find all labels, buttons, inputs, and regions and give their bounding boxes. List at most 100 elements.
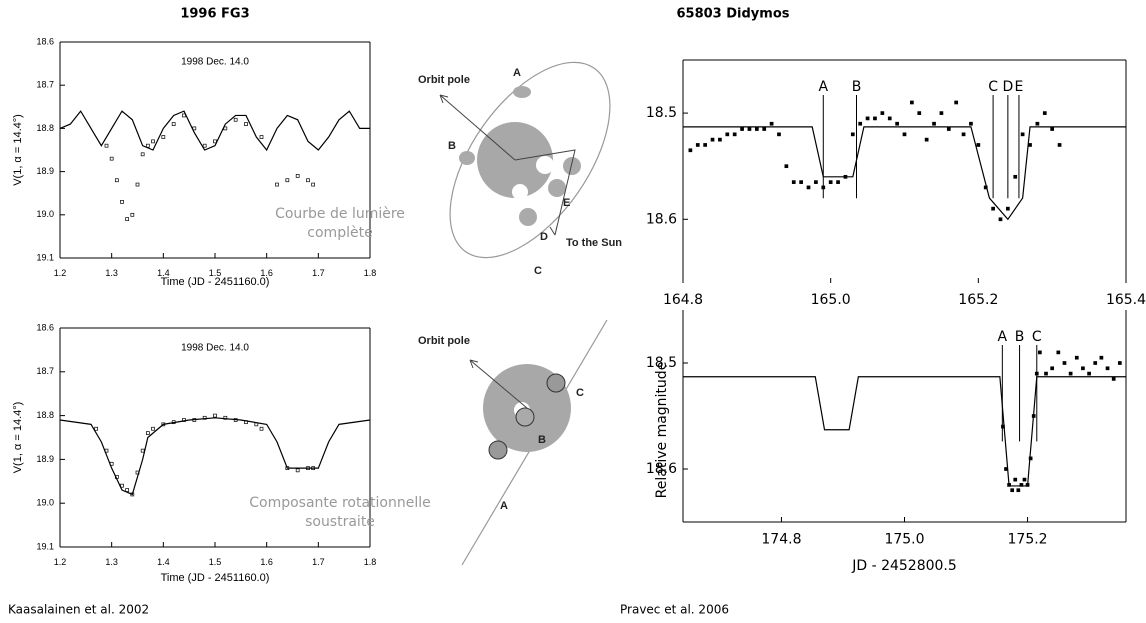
- data-point: [946, 127, 951, 131]
- crater: [512, 184, 528, 200]
- x-tick-label: 1.8: [364, 557, 377, 567]
- y-tick-label: 18.5: [646, 355, 677, 371]
- data-point: [311, 466, 316, 471]
- y-tick-label: 18.8: [36, 410, 54, 420]
- data-point: [1087, 371, 1091, 376]
- x-tick-label: 1.2: [54, 268, 67, 278]
- data-point: [213, 139, 217, 144]
- data-point: [244, 420, 248, 425]
- data-point: [939, 111, 944, 115]
- marker-label: A: [818, 79, 828, 95]
- data-point: [961, 132, 966, 137]
- data-point: [1056, 350, 1061, 355]
- diagram-label: B: [448, 140, 456, 152]
- diagram-label: Orbit pole: [418, 74, 470, 86]
- x-tick-label: 164.8: [663, 292, 703, 308]
- x-tick-label: 175.0: [884, 532, 924, 548]
- data-point: [1093, 361, 1098, 365]
- data-point: [1111, 377, 1116, 381]
- y-tick-label: 18.6: [36, 36, 54, 46]
- data-point: [285, 466, 290, 471]
- x-tick-label: 1.3: [105, 268, 118, 278]
- diagram-label: C: [576, 387, 584, 399]
- data-point: [114, 475, 119, 479]
- x-axis-label: JD - 2452800.5: [851, 558, 957, 574]
- data-point: [171, 420, 176, 425]
- data-point: [1074, 355, 1079, 360]
- arrow: [514, 149, 576, 236]
- data-point: [135, 470, 140, 475]
- y-axis-label: V(1, α = 14.4°): [12, 114, 24, 186]
- data-point: [1028, 143, 1032, 147]
- diagram-label: E: [563, 197, 570, 209]
- x-axis-label: Time (JD - 2451160.0): [161, 572, 270, 584]
- data-point: [259, 426, 264, 431]
- model-curve: [59, 417, 371, 496]
- data-point: [233, 418, 238, 422]
- data-point: [991, 206, 995, 211]
- x-tick-label: 1.3: [105, 557, 118, 567]
- data-point: [244, 122, 248, 126]
- data-point: [1057, 143, 1062, 147]
- data-point: [1020, 132, 1025, 137]
- y-tick-label: 18.7: [36, 80, 54, 90]
- data-point: [295, 468, 300, 473]
- data-point: [275, 182, 279, 187]
- data-point: [140, 152, 145, 157]
- model-curve: [683, 126, 1126, 221]
- credit: Pravec et al. 2006: [620, 603, 729, 617]
- moon: [515, 407, 535, 427]
- data-point: [1013, 174, 1018, 179]
- data-point: [814, 180, 818, 184]
- model-curve: [683, 376, 1126, 487]
- data-point: [747, 127, 752, 131]
- diagram-label: Orbit pole: [418, 335, 470, 347]
- data-point: [983, 185, 988, 190]
- data-point: [1050, 127, 1055, 131]
- x-tick-label: 1.5: [209, 557, 222, 567]
- moon: [548, 179, 566, 197]
- data-point: [976, 143, 981, 147]
- data-point: [130, 492, 135, 497]
- overlay-text: Composante rotationnelle: [249, 495, 431, 511]
- diagram-label: B: [538, 434, 546, 446]
- data-point: [740, 127, 744, 131]
- diagram-label: To the Sun: [566, 237, 622, 249]
- data-point: [1022, 477, 1027, 482]
- data-point: [725, 132, 730, 137]
- data-point: [865, 116, 870, 121]
- y-tick-label: 18.9: [36, 454, 54, 464]
- data-point: [1062, 361, 1067, 365]
- x-tick-label: 1.4: [157, 268, 170, 278]
- marker-label: E: [1015, 79, 1024, 95]
- data-point: [1038, 350, 1042, 355]
- data-point: [104, 143, 109, 148]
- data-point: [732, 132, 737, 137]
- data-point: [130, 212, 135, 217]
- data-point: [1025, 483, 1030, 487]
- data-point: [120, 483, 124, 488]
- moon: [488, 440, 508, 460]
- diagram-label: C: [534, 265, 542, 277]
- data-point: [762, 127, 767, 131]
- x-tick-label: 1.4: [157, 557, 170, 567]
- data-point: [125, 217, 130, 221]
- y-tick-label: 19.0: [36, 209, 54, 219]
- data-point: [688, 148, 693, 153]
- y-tick-label: 18.6: [646, 461, 677, 477]
- overlay-text: soustraite: [305, 514, 375, 530]
- data-point: [703, 143, 708, 147]
- y-tick-label: 18.9: [36, 166, 54, 176]
- x-tick-label: 1.8: [364, 268, 377, 278]
- data-point: [109, 461, 114, 466]
- y-tick-label: 19.0: [36, 498, 54, 508]
- data-point: [254, 422, 259, 427]
- data-point: [285, 178, 290, 183]
- annotation: 1998 Dec. 14.0: [181, 57, 249, 68]
- data-point: [910, 100, 914, 105]
- data-point: [954, 100, 959, 105]
- data-point: [182, 113, 186, 118]
- diagram-label: D: [540, 231, 548, 243]
- data-point: [295, 174, 300, 178]
- data-point: [192, 126, 197, 131]
